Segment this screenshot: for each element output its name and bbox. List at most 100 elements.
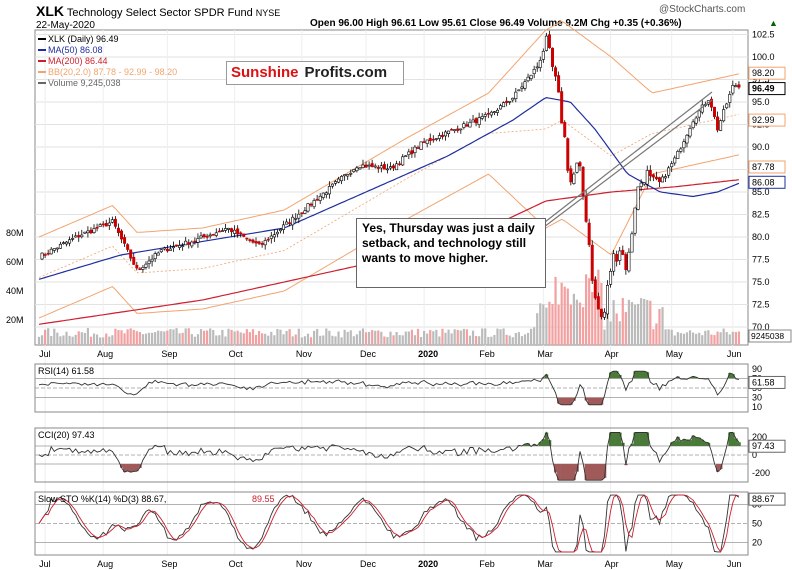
rsi-panel-fill-positive: [731, 374, 735, 379]
rsi-panel-fill-positive: [618, 375, 622, 379]
candle-body: [257, 241, 261, 244]
cci-panel-fill-negative: [593, 464, 598, 481]
cci-panel-fill-negative: [135, 464, 139, 472]
volume-bar: [551, 303, 554, 345]
candle-body: [312, 200, 316, 208]
candle-body: [569, 168, 573, 183]
volume-bar: [157, 330, 160, 345]
volume-bar: [716, 331, 719, 345]
candle-body: [205, 235, 209, 238]
cci-panel-fill-positive: [630, 443, 634, 446]
volume-bar: [264, 333, 267, 345]
cci-panel-fill-positive: [609, 432, 613, 446]
volume-bar: [364, 332, 368, 345]
volume-bar: [719, 332, 722, 345]
volume-bar: [108, 336, 111, 345]
volume-bar: [383, 336, 386, 345]
volume-bar: [502, 328, 505, 345]
cci-panel-fill-negative: [554, 464, 558, 473]
candle-body: [471, 119, 475, 123]
candle-body: [661, 176, 665, 183]
candle-body: [144, 263, 148, 268]
volume-bar: [47, 328, 50, 345]
candle-body: [477, 117, 481, 125]
candle-body: [465, 124, 469, 127]
cci-panel-fill-negative: [563, 464, 567, 481]
candle-body: [511, 97, 515, 101]
volume-tag-label: 9245038: [751, 331, 784, 341]
price-tag-label: 98.20: [752, 68, 775, 78]
candle-body: [248, 239, 252, 241]
candle-body: [282, 224, 286, 230]
rsi-panel-fill-positive: [636, 371, 640, 379]
volume-bar: [59, 336, 62, 345]
candle-body: [361, 164, 365, 168]
sto-last-tag: 88.67: [752, 494, 775, 504]
candle-body: [175, 244, 179, 247]
x-axis-label: Oct: [229, 349, 244, 359]
candle-body: [648, 169, 652, 177]
candle-body: [126, 244, 130, 250]
candle-body: [523, 81, 527, 89]
candle-body: [642, 182, 646, 185]
volume-bar: [462, 328, 465, 345]
candle-body: [193, 240, 197, 243]
candle-body: [113, 218, 117, 227]
volume-bar: [652, 329, 655, 345]
volume-bar: [606, 302, 609, 345]
volume-bar: [432, 331, 435, 345]
volume-bar: [77, 331, 80, 345]
volume-bar: [505, 334, 508, 345]
candle-body: [49, 248, 53, 255]
volume-bar: [419, 336, 423, 345]
cci-title: CCI(20) 97.43: [38, 430, 95, 440]
watermark: @StockCharts.com: [659, 4, 746, 15]
volume-bar: [487, 336, 490, 345]
candle-body: [459, 128, 463, 131]
price-axis-label: 85.0: [752, 187, 770, 197]
candle-body: [129, 249, 133, 259]
candle-body: [502, 102, 506, 108]
candle-body: [657, 177, 661, 182]
cci-panel-fill-positive: [645, 432, 650, 446]
candle-body: [651, 174, 655, 178]
candle-body: [46, 252, 50, 255]
price-axis-label: 95.0: [752, 97, 770, 107]
candle-body: [709, 98, 713, 108]
rsi-panel-fill-positive: [694, 377, 698, 379]
cci-panel-fill-positive: [737, 442, 741, 446]
candle-body: [682, 141, 686, 149]
volume-axis-label: 40M: [6, 286, 24, 296]
candle-body: [599, 308, 603, 318]
candle-body: [156, 252, 160, 256]
volume-bar: [316, 328, 319, 345]
candle-body: [612, 253, 616, 272]
volume-bar: [368, 331, 371, 345]
candle-body: [395, 163, 399, 171]
cci-panel-fill-negative: [599, 464, 604, 481]
volume-bar: [80, 332, 83, 345]
rsi-panel-fill-positive: [639, 371, 643, 379]
candle-body: [278, 229, 282, 232]
cci-panel-fill-negative: [129, 464, 133, 473]
volume-bar: [578, 302, 582, 345]
candle-body: [263, 240, 267, 246]
candle-body: [187, 242, 191, 245]
candle-body: [593, 279, 597, 299]
volume-bar: [640, 298, 643, 345]
candle-body: [77, 235, 81, 238]
volume-bar: [465, 329, 469, 345]
candle-body: [233, 229, 237, 234]
candle-body: [327, 186, 331, 195]
candle-body: [116, 227, 120, 233]
cci-panel-fill-positive: [523, 443, 527, 446]
volume-bar: [520, 336, 524, 345]
candle-body: [468, 121, 472, 128]
candle-body: [667, 167, 671, 176]
cci-panel-fill-positive: [700, 439, 705, 446]
volume-bar: [380, 331, 383, 345]
volume-bar: [175, 328, 178, 345]
volume-bar: [585, 274, 588, 345]
volume-bar: [636, 303, 640, 345]
candle-body: [434, 138, 438, 140]
